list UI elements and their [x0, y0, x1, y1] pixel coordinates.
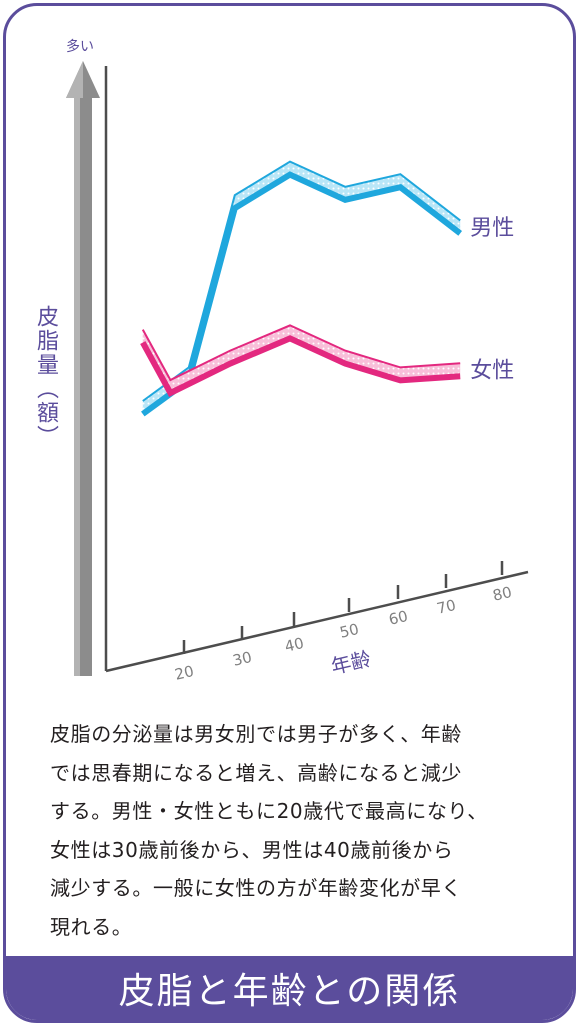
- y-axis-label: 皮脂量（額）: [33, 305, 58, 449]
- series-edge-male: [142, 160, 461, 402]
- series-edge-female: [141, 324, 461, 382]
- title-banner: 皮脂と年齢との関係: [6, 956, 573, 1020]
- description-text: 皮脂の分泌量は男女別では男子が多く、年齢 では思春期になると増え、高齢になると減…: [50, 715, 550, 946]
- y-axis-arrow: [66, 61, 100, 676]
- description-line: では思春期になると増え、高齢になると減少: [50, 760, 462, 785]
- series-label-female: 女性: [470, 359, 514, 384]
- y-axis-top-label: 多い: [66, 38, 94, 55]
- x-tick-label: 60: [387, 607, 410, 629]
- x-axis-label: 年齢: [329, 646, 373, 678]
- description-line: 皮脂の分泌量は男女別では男子が多く、年齢: [50, 722, 462, 746]
- chart-title: 皮脂と年齢との関係: [118, 971, 461, 1012]
- x-tick-label: 30: [231, 648, 254, 670]
- series-line-female: [140, 335, 461, 397]
- description-line: 現れる。: [50, 914, 133, 939]
- series-label-male: 男性: [470, 216, 514, 241]
- x-axis-line: [105, 570, 529, 673]
- series-ribbon-female: [142, 325, 461, 393]
- x-tick-label: 20: [173, 662, 196, 684]
- description-line: する。男性・女性ともに20歳代で最高になり、: [50, 799, 488, 823]
- x-tick-label: 80: [491, 583, 514, 605]
- description-line: 女性は30歳前後から、男性は40歳前後から: [50, 837, 454, 862]
- x-tick-label: 70: [435, 596, 458, 618]
- infographic-card: 20 30 40 50 60 70 80 男性女性 多い 年齢 皮脂量（額） 皮脂の分泌量は…: [3, 3, 576, 1023]
- x-tick-label: 40: [283, 634, 306, 656]
- description-line: 減少する。一般に女性の方が年齢変化が早く: [50, 876, 462, 900]
- x-tick-label: 50: [338, 620, 361, 642]
